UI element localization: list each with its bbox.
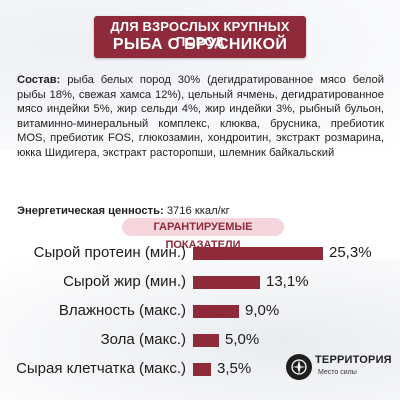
logo-tagline: Место силы bbox=[318, 369, 357, 376]
logo-name: ТерриториЯ bbox=[315, 354, 392, 366]
indicator-row: Сырой жир (мин.) 13,1% bbox=[0, 271, 400, 293]
indicator-row: Влажность (макс.) 9,0% bbox=[0, 300, 400, 322]
compass-logo-icon bbox=[286, 354, 312, 380]
energy-value: 3716 ккал/кг bbox=[166, 205, 230, 217]
guaranteed-indicators-header: Гарантируемые показатели bbox=[122, 218, 284, 251]
indicator-value: 3,5% bbox=[217, 360, 252, 377]
indicator-row: Сырой протеин (мин.) 25,3% bbox=[0, 242, 400, 264]
indicator-label: Влажность (макс.) bbox=[58, 302, 186, 319]
indicator-bar bbox=[193, 305, 239, 318]
indicator-bar bbox=[193, 334, 219, 347]
energy-value-line: Энергетическая ценность: 3716 ккал/кг bbox=[17, 205, 384, 217]
indicator-label: Зола (макс.) bbox=[100, 331, 186, 348]
indicator-value: 13,1% bbox=[266, 273, 309, 290]
indicator-bar bbox=[193, 247, 323, 260]
composition-text: рыба белых пород 30% (дегидратированное … bbox=[17, 74, 384, 159]
brand-logo: ТерриториЯ Место силы bbox=[286, 352, 392, 382]
title-line-2: Рыба с брусникой bbox=[112, 36, 288, 53]
indicator-value: 9,0% bbox=[245, 302, 280, 319]
energy-label: Энергетическая ценность: bbox=[17, 205, 164, 217]
title-banner: Для взрослых крупных пород Рыба с брусни… bbox=[94, 16, 306, 58]
indicator-bar bbox=[193, 276, 260, 289]
indicator-row: Сырая клетчатка (макс.) 3,5% bbox=[0, 358, 400, 380]
composition-paragraph: Состав: рыба белых пород 30% (дегидратир… bbox=[17, 73, 384, 161]
indicator-bar bbox=[193, 363, 211, 376]
indicator-value: 25,3% bbox=[329, 244, 372, 261]
title-line-1: Для взрослых крупных пород bbox=[110, 19, 290, 49]
composition-label: Состав: bbox=[17, 74, 61, 86]
indicator-row: Зола (макс.) 5,0% bbox=[0, 329, 400, 351]
indicator-label: Сырой протеин (мин.) bbox=[33, 244, 186, 261]
indicator-value: 5,0% bbox=[225, 331, 260, 348]
indicator-label: Сырая клетчатка (макс.) bbox=[16, 360, 186, 377]
indicator-label: Сырой жир (мин.) bbox=[63, 273, 186, 290]
